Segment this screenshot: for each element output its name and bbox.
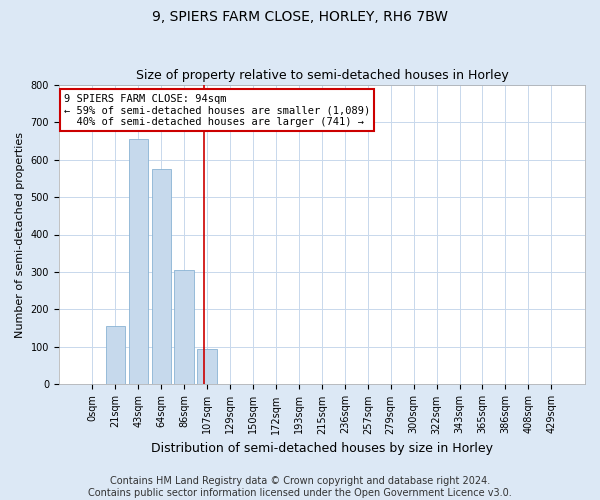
Bar [152, 169, 171, 384]
Bar [197, 349, 217, 384]
Bar [175, 270, 194, 384]
Text: 9, SPIERS FARM CLOSE, HORLEY, RH6 7BW: 9, SPIERS FARM CLOSE, HORLEY, RH6 7BW [152, 10, 448, 24]
Title: Size of property relative to semi-detached houses in Horley: Size of property relative to semi-detach… [136, 69, 508, 82]
Text: 9 SPIERS FARM CLOSE: 94sqm
← 59% of semi-detached houses are smaller (1,089)
  4: 9 SPIERS FARM CLOSE: 94sqm ← 59% of semi… [64, 94, 370, 127]
Bar [128, 139, 148, 384]
Text: Contains HM Land Registry data © Crown copyright and database right 2024.
Contai: Contains HM Land Registry data © Crown c… [88, 476, 512, 498]
Bar [106, 326, 125, 384]
X-axis label: Distribution of semi-detached houses by size in Horley: Distribution of semi-detached houses by … [151, 442, 493, 455]
Y-axis label: Number of semi-detached properties: Number of semi-detached properties [15, 132, 25, 338]
